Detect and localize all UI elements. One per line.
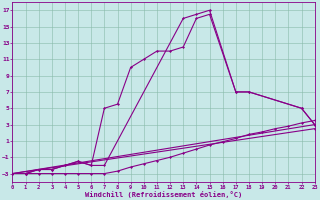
X-axis label: Windchill (Refroidissement éolien,°C): Windchill (Refroidissement éolien,°C): [85, 191, 242, 198]
